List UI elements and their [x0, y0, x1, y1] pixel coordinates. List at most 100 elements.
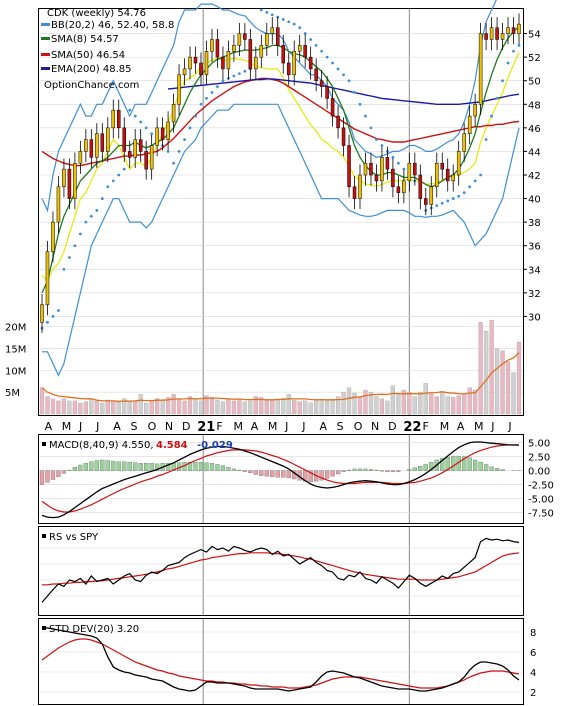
x-month-label: A	[457, 420, 465, 433]
macd-histogram-bar	[133, 462, 138, 471]
psar-dot	[347, 79, 351, 83]
x-month-label: S	[337, 420, 344, 433]
candle-body	[292, 51, 296, 76]
candle-body	[40, 304, 44, 323]
psar-dot	[106, 185, 110, 189]
std-legend-swatch	[42, 626, 46, 630]
macd-histogram-bar	[45, 470, 50, 483]
macd-histogram-bar	[368, 469, 374, 471]
psar-dot	[62, 267, 66, 271]
volume-bar	[198, 400, 204, 415]
x-month-label: N	[371, 420, 379, 433]
macd-histogram-bar	[483, 464, 489, 471]
macd-histogram-bar	[138, 463, 143, 471]
candle-body	[226, 51, 231, 70]
candle-body	[413, 162, 417, 176]
volume-bar	[270, 399, 275, 415]
x-month-label: M	[62, 420, 71, 433]
candle-body	[374, 174, 379, 182]
psar-dot	[298, 26, 302, 30]
macd-histogram-bar	[198, 462, 204, 471]
candle-body	[188, 56, 192, 70]
volume-bar	[253, 396, 258, 415]
volume-bar	[182, 400, 187, 415]
macd-lines	[39, 441, 522, 519]
volume-bar	[445, 396, 450, 415]
macd-histogram-bar	[111, 460, 116, 471]
psar-dot	[353, 91, 356, 94]
candle-body	[237, 33, 242, 46]
volume-bar	[478, 322, 483, 415]
macd-histogram-bar	[489, 466, 494, 471]
volume-bar	[89, 398, 94, 415]
volume-bar	[187, 396, 193, 415]
macd-histogram-bar	[275, 470, 280, 478]
candle-body	[221, 56, 225, 70]
macd-histogram-bar	[67, 469, 72, 471]
volume-bar	[330, 399, 335, 415]
macd-histogram-bar	[451, 455, 456, 471]
psar-dot	[506, 61, 510, 65]
sma50-line	[41, 77, 520, 167]
volume-bar	[275, 398, 280, 415]
candle-body	[341, 127, 346, 146]
candle-body	[89, 139, 94, 158]
std-average-line	[41, 638, 520, 689]
psar-dot	[446, 199, 450, 203]
psar-dot	[479, 173, 483, 177]
candle-body	[265, 33, 269, 46]
candle-body	[215, 39, 220, 58]
candle-body	[62, 168, 66, 188]
macd-histogram-bar	[412, 467, 417, 471]
price-tick-label: 30	[528, 312, 541, 323]
candle-body	[445, 168, 450, 182]
psar-dot	[473, 179, 477, 183]
macd-legend: MACD(8,40,9) 4.550, 4.584 -0.029	[42, 440, 233, 451]
psar-dot	[462, 191, 466, 195]
legend-swatch-bb	[41, 23, 50, 26]
std-line	[41, 626, 520, 692]
candle-body	[314, 68, 318, 81]
psar-dot	[281, 18, 285, 21]
candle-body	[407, 162, 412, 182]
x-year-label: 21	[197, 420, 215, 435]
candle-body	[363, 162, 368, 176]
volume-bar	[94, 400, 99, 415]
macd-histogram-bar	[390, 470, 396, 472]
volume-bar	[105, 399, 110, 415]
macd-tick-label: -2.50	[528, 481, 554, 492]
candle-body	[199, 62, 203, 76]
volume-bar	[215, 399, 220, 415]
bb-middle-line	[41, 52, 520, 283]
x-month-label: M	[474, 420, 484, 433]
psar-dot	[331, 61, 334, 65]
volume-bar	[111, 400, 116, 415]
rs-legend: RS vs SPY	[42, 532, 99, 543]
candle-body	[429, 186, 434, 205]
candle-body	[402, 180, 406, 193]
macd-histogram-bar	[270, 470, 275, 477]
macd-histogram-bar	[407, 469, 412, 471]
psar-dot	[89, 214, 93, 218]
candle-body	[166, 121, 170, 140]
psar-dot	[172, 161, 175, 165]
volume-bar	[144, 402, 149, 415]
legend-swatch-sma50	[41, 53, 50, 56]
candle-body	[435, 162, 439, 188]
price-tick-label: 38	[528, 218, 541, 229]
x-month-label: J	[95, 420, 99, 433]
volume-bar	[155, 398, 160, 415]
psar-dot	[166, 150, 170, 153]
macd-histogram-bar	[204, 462, 209, 471]
volume-bar	[440, 392, 445, 415]
macd-histogram-bar	[72, 467, 78, 471]
volume-bar	[39, 387, 45, 415]
std-tick-label: 8	[530, 628, 536, 639]
macd-histogram-bar	[352, 468, 357, 471]
macd-histogram-bar	[215, 464, 220, 471]
volume-bar	[401, 389, 406, 415]
psar-dot	[232, 74, 236, 78]
std-legend-label: STD DEV(20) 3.20	[49, 624, 139, 635]
psar-dot	[183, 138, 186, 142]
